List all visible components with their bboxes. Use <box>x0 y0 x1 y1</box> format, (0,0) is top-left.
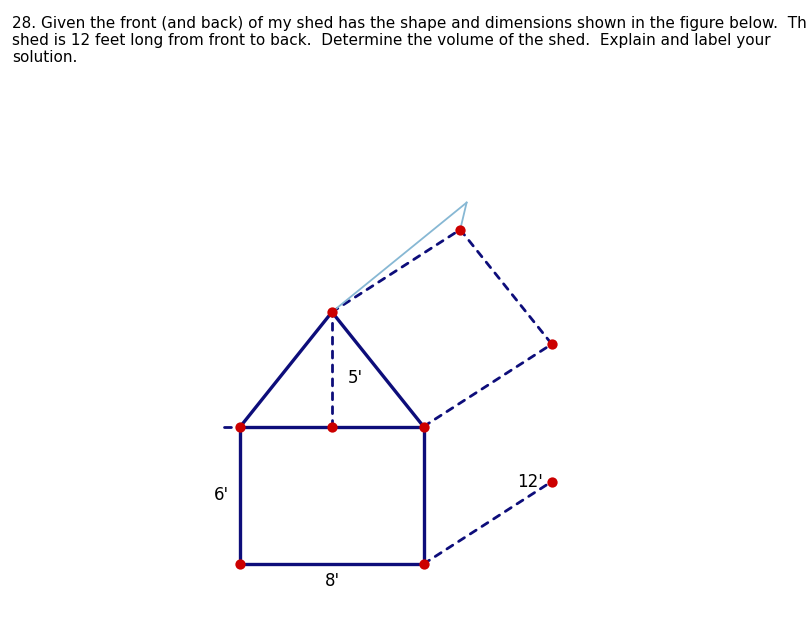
Point <box>234 559 247 569</box>
Text: 12': 12' <box>517 472 543 490</box>
Point <box>417 559 430 569</box>
Point <box>546 339 558 349</box>
Text: 5': 5' <box>348 369 363 387</box>
Point <box>325 421 338 431</box>
Text: 28. Given the front (and back) of my shed has the shape and dimensions shown in : 28. Given the front (and back) of my she… <box>12 16 807 65</box>
Text: 8': 8' <box>324 572 340 590</box>
Text: 6': 6' <box>214 486 228 504</box>
Point <box>546 477 558 487</box>
Point <box>234 421 247 431</box>
Point <box>454 225 466 235</box>
Point <box>325 307 338 317</box>
Point <box>417 421 430 431</box>
